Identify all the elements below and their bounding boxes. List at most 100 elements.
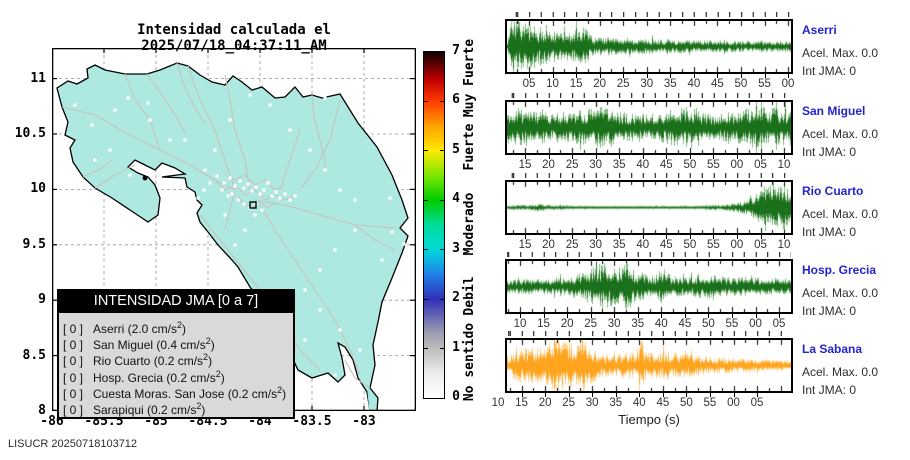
- station-marker: [318, 308, 322, 312]
- station-marker: [93, 158, 97, 162]
- legend-item: [ 0 ] San Miguel (0.4 cm/s2): [63, 333, 293, 353]
- time-tick-label: 00: [730, 239, 744, 251]
- waveform-canvas-san-miguel: [507, 102, 791, 153]
- panel-bottom-tick: [595, 235, 597, 239]
- time-tick-label: 25: [584, 318, 598, 330]
- time-tick-label: 30: [607, 318, 621, 330]
- panel-bottom-tick: [521, 393, 523, 397]
- panel-bottom-tick: [520, 314, 521, 318]
- superscript: 2: [203, 352, 209, 363]
- colorbar-tick: [440, 249, 444, 251]
- legend-item-text: Hosp. Grecia (0.2 cm/s: [93, 370, 216, 385]
- waveform-panel: [505, 180, 793, 235]
- time-tick-label: 05: [754, 239, 767, 251]
- int-jma-label: Int JMA: 0: [802, 304, 857, 318]
- panel-bottom-tick: [731, 314, 733, 318]
- panel-bottom-tick: [686, 393, 688, 397]
- station-marker: [333, 248, 337, 252]
- waveform-panel: [505, 259, 793, 314]
- station-marker: [238, 179, 242, 183]
- legend-item-intensity: [ 0 ]: [63, 402, 84, 417]
- legend-item: [ 0 ] Rio Cuarto (0.2 cm/s2): [63, 349, 293, 369]
- time-tick-label: 55: [703, 397, 717, 409]
- station-marker: [73, 103, 77, 107]
- panel-bottom-tick: [619, 235, 621, 239]
- waveform-panel: [505, 19, 793, 74]
- colorbar-tick: [424, 298, 428, 300]
- time-tick-label: 40: [636, 239, 650, 251]
- time-tick-label: 45: [659, 239, 673, 251]
- colorbar-tick-label: 1: [452, 339, 460, 355]
- legend-item-close: ): [201, 402, 206, 417]
- accel-max-label: Acel. Max. 0.0: [802, 127, 879, 141]
- panel-bottom-tick: [642, 235, 644, 239]
- panel-bottom-tick: [568, 393, 570, 397]
- time-tick-label: 05: [522, 78, 536, 90]
- station-marker: [270, 194, 274, 198]
- time-tick-label: 40: [632, 397, 646, 409]
- station-name-label: Rio Cuarto: [802, 184, 864, 198]
- panel-bottom-tick: [760, 235, 762, 239]
- superscript: 2: [196, 400, 202, 411]
- station-name-label: Hosp. Grecia: [802, 263, 877, 277]
- station-marker: [318, 268, 322, 272]
- time-tick-label: 10: [777, 239, 791, 251]
- panel-bottom-tick: [760, 155, 762, 159]
- station-marker: [268, 103, 272, 107]
- colorbar-tick-label: 5: [452, 141, 460, 157]
- time-tick-label: 30: [589, 239, 603, 251]
- legend-item-close: ): [208, 354, 213, 369]
- time-tick-label: 10: [777, 159, 791, 171]
- panel-bottom-tick: [661, 314, 663, 318]
- panel-bottom-tick: [693, 74, 695, 78]
- intensity-legend: INTENSIDAD JMA [0 a 7] [ 0 ] Aserri (2.0 …: [57, 289, 295, 420]
- time-tick-label: 35: [663, 78, 677, 90]
- colorbar-tick: [440, 298, 444, 300]
- station-marker: [148, 118, 152, 122]
- panel-bottom-tick: [736, 235, 738, 239]
- time-tick-label: 55: [725, 318, 739, 330]
- superscript: 2: [215, 368, 221, 379]
- legend-item-intensity: [ 0 ]: [63, 386, 84, 401]
- station-marker: [158, 183, 162, 187]
- panel-bottom-tick: [525, 235, 526, 239]
- panel-bottom-tick: [713, 155, 715, 159]
- station-marker: [128, 173, 132, 177]
- panel-bottom-tick: [590, 314, 592, 318]
- epicenter-marker: [249, 201, 257, 209]
- legend-item-text: Sarapiqui (0.2 cm/s: [93, 402, 197, 417]
- colorbar-tick: [440, 199, 444, 201]
- time-tick-label: 25: [562, 397, 576, 409]
- station-marker: [215, 174, 219, 178]
- station-marker: [202, 188, 206, 192]
- panel-bottom-tick: [666, 155, 668, 159]
- station-marker: [223, 213, 227, 217]
- panel-bottom-tick: [619, 155, 621, 159]
- time-tick-label: 15: [515, 397, 528, 409]
- panel-bottom-tick: [684, 314, 686, 318]
- station-marker: [183, 138, 187, 142]
- legend-item: [ 0 ] Cuesta Moras. San Jose (0.2 cm/s2): [63, 382, 293, 401]
- station-marker: [243, 228, 247, 232]
- station-marker: [242, 202, 246, 206]
- legend-item-close: ): [220, 370, 225, 385]
- panel-bottom-tick: [708, 314, 710, 318]
- lat-tick-label: 10: [30, 181, 46, 197]
- station-marker: [146, 101, 150, 105]
- station-marker: [260, 208, 264, 212]
- panel-bottom-tick: [733, 393, 735, 397]
- station-marker: [183, 198, 187, 202]
- station-marker: [288, 128, 292, 132]
- panel-bottom-tick: [755, 314, 757, 318]
- colorbar-tick-label: 7: [452, 43, 460, 58]
- colorbar-tick: [440, 150, 444, 152]
- time-tick-label: 50: [683, 239, 697, 251]
- panel-bottom-tick: [666, 235, 668, 239]
- legend-item-close: ): [210, 338, 215, 353]
- panel-bottom-tick: [736, 155, 738, 159]
- lon-tick-label: -83: [352, 414, 376, 429]
- station-marker: [228, 118, 232, 122]
- legend-item-close: ): [182, 322, 187, 336]
- panel-bottom-tick: [552, 74, 554, 78]
- station-marker: [196, 196, 200, 200]
